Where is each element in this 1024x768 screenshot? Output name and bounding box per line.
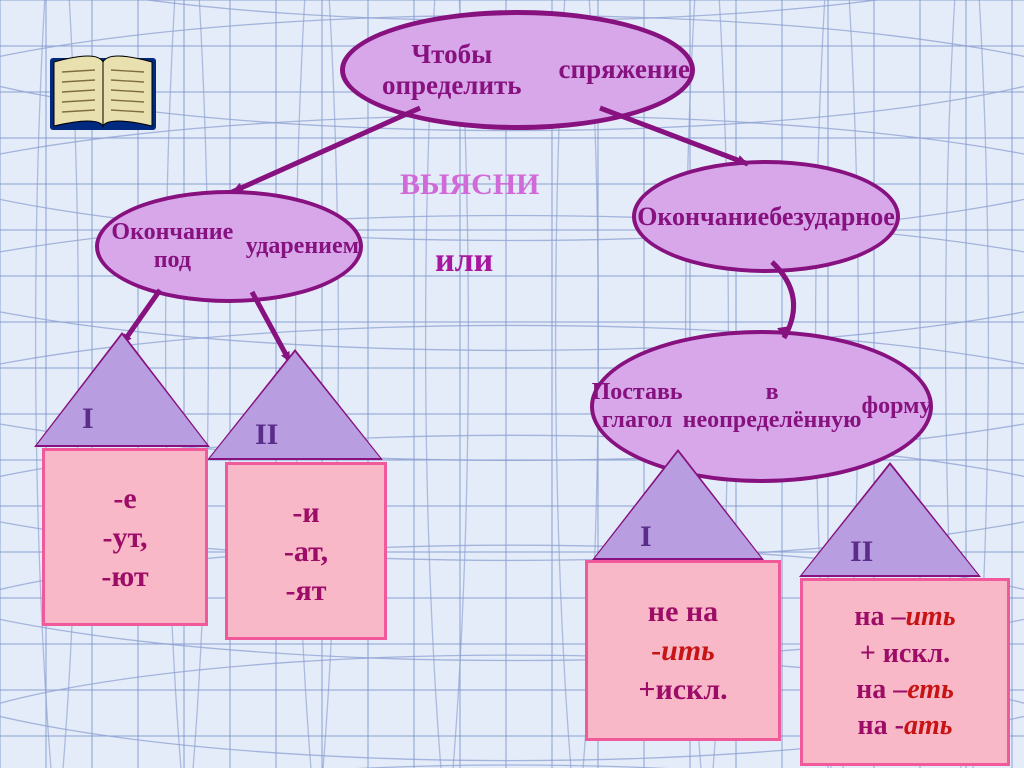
box-not-on-it-infinitive: не на-ить+искл.	[585, 560, 781, 741]
box-on-it-infinitive: на –ить+ искл.на –етьна -ать	[800, 578, 1010, 766]
box-conjugation-II-endings: -и-ат,-ят	[225, 462, 387, 640]
diagram-canvas: Чтобы определитьспряжение Окончание поду…	[0, 0, 1024, 768]
label-find-out: ВЫЯСНИ	[400, 168, 539, 202]
box-conjugation-I-endings: -е-ут,-ют	[42, 448, 208, 626]
open-book-icon	[48, 48, 158, 139]
ellipse-unstressed-ending: Окончаниебезударное	[632, 160, 900, 273]
ellipse-stressed-ending: Окончание подударением	[95, 190, 363, 303]
label-or: или	[435, 242, 493, 280]
ellipse-determine-conjugation: Чтобы определитьспряжение	[340, 10, 695, 130]
